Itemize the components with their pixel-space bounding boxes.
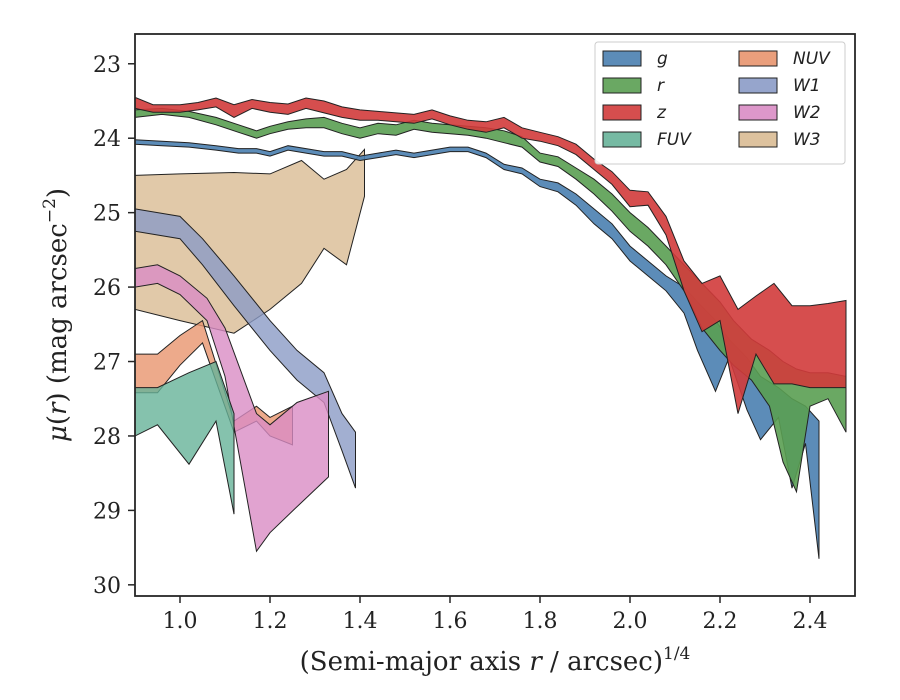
x-axis: 1.0 1.2 1.4 1.6 1.8 2.0 2.2 2.4 (163, 596, 828, 634)
x-tick-label: 1.4 (343, 609, 378, 634)
y-tick-label: 25 (93, 202, 121, 227)
y-tick-label: 24 (93, 127, 121, 152)
legend-swatch-w3 (738, 131, 778, 148)
legend: grz FUV NUV W1 W2 W3 (594, 41, 846, 165)
band-fuv (135, 360, 235, 515)
y-axis: 23 24 25 26 27 28 29 30 (93, 53, 135, 599)
band-g (135, 139, 820, 559)
y-tick-label: 29 (93, 499, 121, 524)
y-tick-label: 27 (93, 351, 121, 376)
legend-swatch-r (602, 77, 642, 94)
y-axis-title: μ(r) (mag arcsec−2) (40, 188, 73, 442)
legend-swatch-w1 (738, 77, 778, 94)
legend-label-r: r (657, 76, 665, 96)
x-tick-label: 2.2 (703, 609, 738, 634)
legend-swatch-fuv (602, 131, 642, 148)
legend-label-z: z (656, 103, 667, 123)
band-w1 (135, 208, 356, 489)
legend-label-w3: W3 (793, 130, 821, 150)
x-tick-label: 2.4 (793, 609, 828, 634)
x-tick-label: 1.2 (253, 609, 288, 634)
x-tick-label: 1.0 (163, 609, 198, 634)
plot-frame (134, 33, 856, 597)
x-tick-label: 1.6 (433, 609, 468, 634)
x-tick-label: 1.8 (523, 609, 558, 634)
band-z (135, 96, 847, 414)
legend-swatch-g (602, 50, 642, 67)
y-tick-label: 26 (93, 276, 121, 301)
band-layer (135, 96, 847, 559)
legend-box (594, 41, 846, 165)
legend-label-fuv: FUV (657, 130, 692, 150)
x-tick-label: 2.0 (613, 609, 648, 634)
legend-swatch-w2 (738, 104, 778, 121)
x-axis-title: (Semi-major axis r / arcsec)1/4 (300, 644, 691, 677)
legend-label-w2: W2 (793, 103, 821, 123)
y-tick-label: 23 (93, 53, 121, 78)
legend-label-nuv: NUV (793, 49, 831, 69)
legend-label-g: g (657, 49, 668, 69)
legend-label-w1: W1 (793, 76, 821, 96)
y-tick-label: 30 (93, 574, 121, 599)
legend-swatch-nuv (738, 50, 778, 67)
legend-swatch-z (602, 104, 642, 121)
y-tick-label: 28 (93, 425, 121, 450)
